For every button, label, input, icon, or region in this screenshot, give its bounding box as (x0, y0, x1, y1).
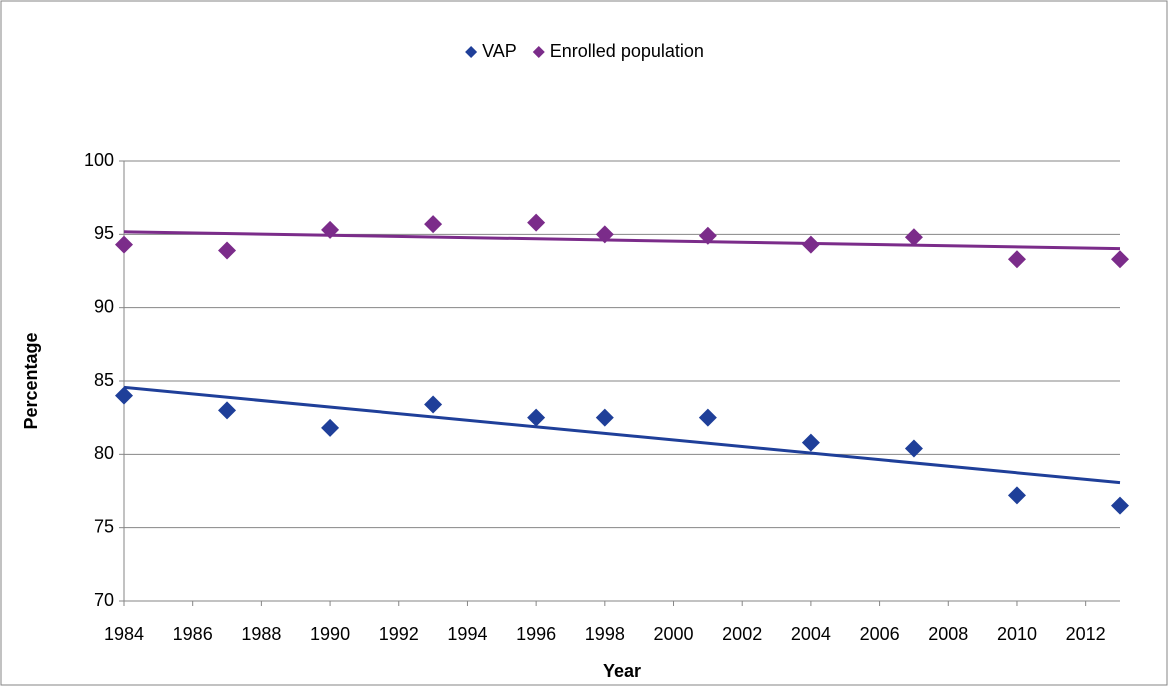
data-point (904, 439, 923, 458)
data-point (115, 235, 133, 254)
data-point (115, 386, 133, 405)
y-tick-label: 95 (94, 223, 114, 243)
x-tick-label: 2010 (997, 624, 1037, 644)
x-axis-title: Year (603, 661, 641, 681)
x-tick-label: 2006 (860, 624, 900, 644)
data-point (698, 408, 717, 427)
data-point (801, 235, 820, 254)
x-tick-label: 1996 (516, 624, 556, 644)
y-tick-label: 90 (94, 296, 114, 316)
data-point (595, 408, 614, 427)
data-point (1111, 250, 1129, 269)
data-point (321, 418, 340, 437)
data-point (801, 433, 820, 452)
y-tick-label: 100 (84, 150, 114, 170)
data-point (527, 408, 546, 427)
trendline (123, 385, 1121, 485)
x-tick-label: 2012 (1066, 624, 1106, 644)
legend-marker (532, 46, 545, 58)
x-tick-label: 2002 (722, 624, 762, 644)
legend-marker (465, 46, 478, 58)
x-tick-label: 2004 (791, 624, 831, 644)
x-tick-label: 1992 (379, 624, 419, 644)
legend-label: VAP (482, 41, 517, 61)
x-tick-label: 1990 (310, 624, 350, 644)
x-tick-label: 1998 (585, 624, 625, 644)
y-tick-label: 70 (94, 590, 114, 610)
x-tick-label: 1986 (173, 624, 213, 644)
x-tick-label: 1994 (447, 624, 487, 644)
trendline (123, 230, 1121, 251)
y-tick-label: 80 (94, 443, 114, 463)
data-point (698, 226, 717, 245)
data-point (424, 215, 443, 234)
data-point (1007, 486, 1026, 505)
legend: VAP Enrolled population (465, 41, 704, 61)
x-tick-label: 1988 (241, 624, 281, 644)
data-point (527, 213, 546, 232)
data-point (904, 228, 923, 247)
legend-label: Enrolled population (550, 41, 704, 61)
data-point (218, 401, 237, 420)
y-tick-label: 85 (94, 370, 114, 390)
data-point (321, 220, 340, 239)
data-point (1111, 496, 1129, 515)
x-tick-label: 2008 (928, 624, 968, 644)
x-tick-label: 1984 (104, 624, 144, 644)
y-axis-title: Percentage (21, 332, 41, 429)
data-point (1007, 250, 1026, 269)
data-point (218, 241, 237, 260)
data-point (595, 225, 614, 244)
x-tick-label: 2000 (653, 624, 693, 644)
data-point (424, 395, 443, 414)
y-tick-label: 75 (94, 516, 114, 536)
